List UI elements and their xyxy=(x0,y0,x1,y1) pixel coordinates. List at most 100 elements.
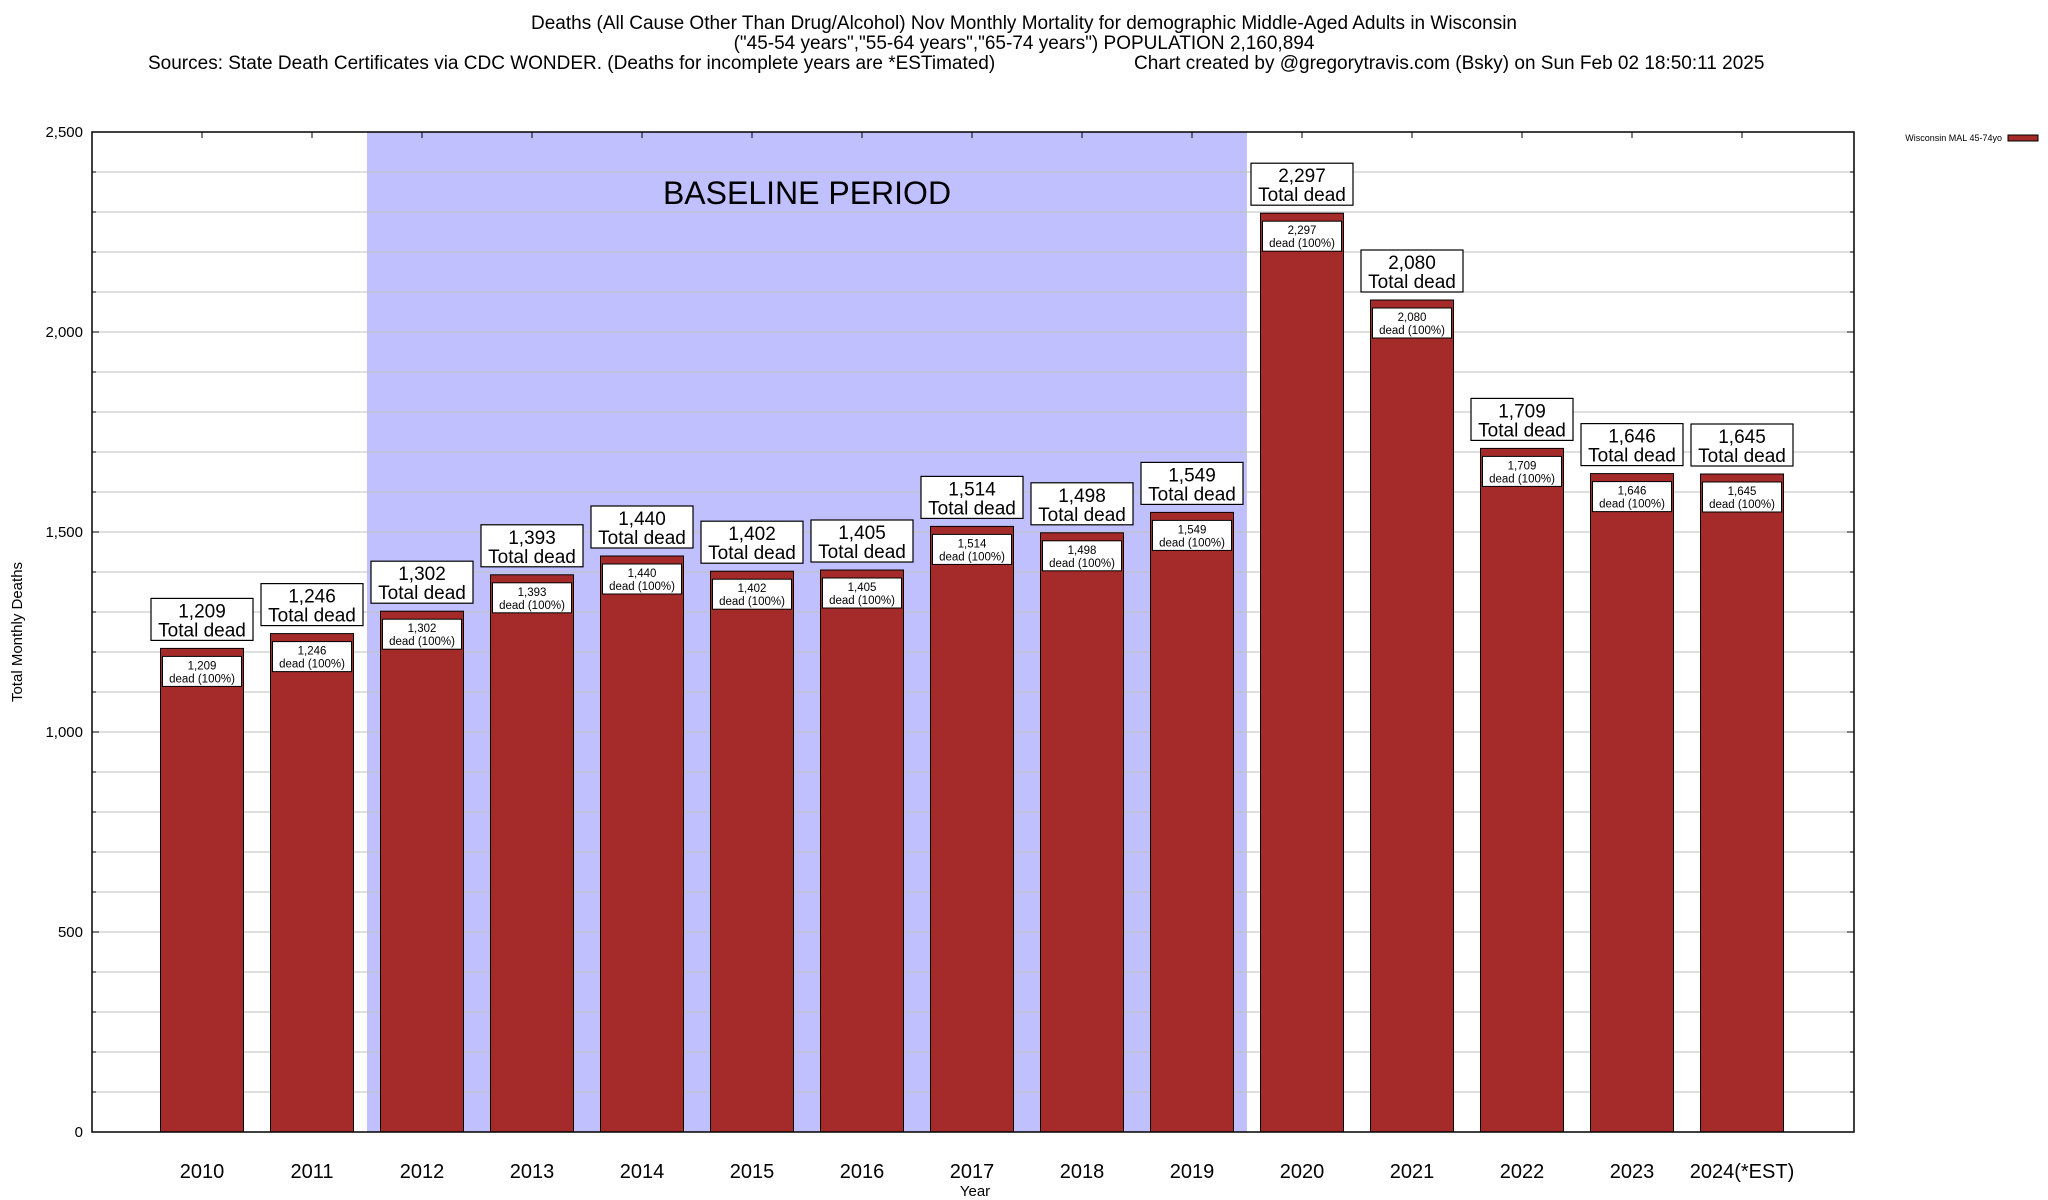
total-dead-label: Total dead xyxy=(598,528,686,549)
total-value-label: 1,405 xyxy=(838,523,886,544)
bar-2014 xyxy=(600,555,684,1133)
inner-percent-label: dead (100%) xyxy=(389,636,455,648)
bar-2010 xyxy=(160,647,244,1133)
x-tick-label: 2016 xyxy=(840,1161,885,1183)
legend: Wisconsin MAL 45-74yo xyxy=(1905,133,2039,143)
total-label-box xyxy=(1030,482,1134,526)
inner-label-box xyxy=(162,655,242,687)
legend-label: Wisconsin MAL 45-74yo xyxy=(1905,133,2002,143)
y-tick-label: 1,000 xyxy=(45,724,83,741)
total-value-label: 1,498 xyxy=(1058,486,1106,507)
inner-value-label: 1,393 xyxy=(518,587,547,599)
baseline-period-label: BASELINE PERIOD xyxy=(663,175,951,211)
inner-label-box xyxy=(1702,481,1782,513)
x-tick-label: 2018 xyxy=(1060,1161,1105,1183)
inner-percent-label: dead (100%) xyxy=(279,659,345,671)
total-dead-label: Total dead xyxy=(928,498,1016,519)
y-tick-label: 1,500 xyxy=(45,524,83,541)
inner-value-label: 1,402 xyxy=(738,583,767,595)
total-value-label: 1,440 xyxy=(618,509,666,530)
total-value-label: 1,514 xyxy=(948,479,996,500)
inner-value-label: 1,549 xyxy=(1178,524,1207,536)
total-dead-label: Total dead xyxy=(1478,420,1566,441)
total-label-box xyxy=(1250,162,1354,206)
x-tick-label: 2017 xyxy=(950,1161,995,1183)
x-tick-label: 2022 xyxy=(1500,1161,1545,1183)
bar-2021 xyxy=(1370,299,1454,1133)
inner-value-label: 1,514 xyxy=(958,538,987,550)
total-label-box xyxy=(920,475,1024,519)
inner-percent-label: dead (100%) xyxy=(1599,499,1665,511)
total-label-box xyxy=(810,519,914,563)
chart-credit: Chart created by @gregorytravis.com (Bsk… xyxy=(1134,53,1765,74)
x-tick-label: 2010 xyxy=(180,1161,225,1183)
total-value-label: 1,393 xyxy=(508,528,556,549)
inner-value-label: 1,246 xyxy=(298,646,327,658)
chart-subtitle: ("45-54 years","55-64 years","65-74 year… xyxy=(733,33,1315,54)
bar-2017 xyxy=(930,525,1014,1133)
inner-value-label: 1,646 xyxy=(1618,486,1647,498)
inner-label-box xyxy=(1372,307,1452,339)
total-dead-label: Total dead xyxy=(708,543,796,564)
x-tick-label: 2021 xyxy=(1390,1161,1435,1183)
total-dead-label: Total dead xyxy=(488,547,576,568)
y-tick-label: 2,000 xyxy=(45,324,83,341)
bar-2015 xyxy=(710,570,794,1133)
x-tick-label: 2013 xyxy=(510,1161,555,1183)
x-axis-label: Year xyxy=(960,1183,990,1200)
inner-percent-label: dead (100%) xyxy=(1049,558,1115,570)
bar-2012 xyxy=(380,610,464,1133)
total-label-box xyxy=(1580,423,1684,467)
legend-swatch xyxy=(2007,134,2039,142)
total-label-box xyxy=(480,524,584,568)
x-tick-label: 2014 xyxy=(620,1161,665,1183)
inner-value-label: 2,297 xyxy=(1288,225,1317,237)
plot-frame xyxy=(91,131,1855,1133)
inner-percent-label: dead (100%) xyxy=(1379,325,1445,337)
inner-value-label: 1,709 xyxy=(1508,460,1537,472)
total-label-box xyxy=(1690,423,1794,467)
inner-label-box xyxy=(712,578,792,610)
y-tick-label: 0 xyxy=(75,1124,83,1141)
inner-label-box xyxy=(272,641,352,673)
x-tick-label: 2012 xyxy=(400,1161,445,1183)
inner-percent-label: dead (100%) xyxy=(1159,537,1225,549)
bar-2019 xyxy=(1150,511,1234,1133)
total-value-label: 2,297 xyxy=(1278,166,1326,187)
total-dead-label: Total dead xyxy=(158,620,246,641)
inner-label-box xyxy=(1152,519,1232,551)
total-label-box xyxy=(700,520,804,564)
x-tick-label: 2015 xyxy=(730,1161,775,1183)
total-value-label: 1,246 xyxy=(288,587,336,608)
inner-label-box xyxy=(822,577,902,609)
inner-value-label: 1,440 xyxy=(628,568,657,580)
inner-label-box xyxy=(1482,455,1562,487)
x-tick-label: 2023 xyxy=(1610,1161,1655,1183)
inner-percent-label: dead (100%) xyxy=(1709,499,1775,511)
bar-2024(*EST) xyxy=(1700,473,1784,1133)
inner-label-box xyxy=(1042,540,1122,572)
total-dead-label: Total dead xyxy=(1258,185,1346,206)
total-label-box xyxy=(1470,397,1574,441)
total-label-box xyxy=(370,560,474,604)
total-dead-label: Total dead xyxy=(1368,272,1456,293)
y-tick-label: 2,500 xyxy=(45,124,83,141)
bar-2011 xyxy=(270,633,354,1133)
total-label-box xyxy=(150,597,254,642)
chart-title: Deaths (All Cause Other Than Drug/Alcoho… xyxy=(531,13,1517,34)
